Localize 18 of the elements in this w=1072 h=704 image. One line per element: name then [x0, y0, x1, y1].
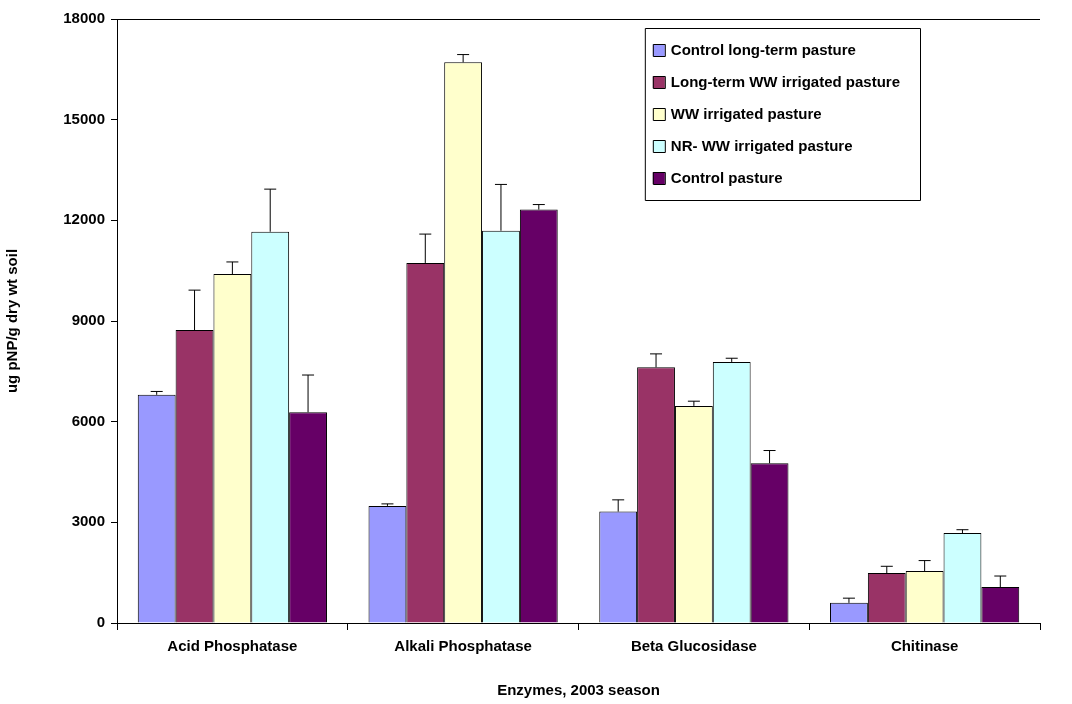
legend-label: Control long-term pasture	[670, 41, 856, 59]
legend-label: WW irrigated pasture	[670, 105, 822, 123]
y-tick-label: 3000	[71, 512, 105, 530]
y-tick-label: 6000	[71, 411, 105, 429]
x-tick-label: Acid Phosphatase	[167, 637, 298, 655]
y-tick-label: 0	[96, 613, 105, 631]
y-axis-title: ug pNP/g dry wt soil	[3, 248, 21, 394]
y-tick-label: 15000	[63, 109, 105, 127]
x-axis-title: Enzymes, 2003 season	[497, 681, 660, 699]
x-tick-label: Chitinase	[890, 637, 959, 655]
x-tick-label: Alkali Phosphatase	[394, 637, 532, 655]
x-tick-label: Beta Glucosidase	[630, 637, 757, 655]
legend-label: Long-term WW irrigated pasture	[670, 73, 901, 91]
y-tick-label: 18000	[63, 9, 105, 27]
legend-label: Control pasture	[670, 169, 783, 187]
legend-label: NR- WW irrigated pasture	[670, 137, 853, 155]
y-tick-label: 12000	[63, 210, 105, 228]
y-tick-label: 9000	[71, 311, 105, 329]
